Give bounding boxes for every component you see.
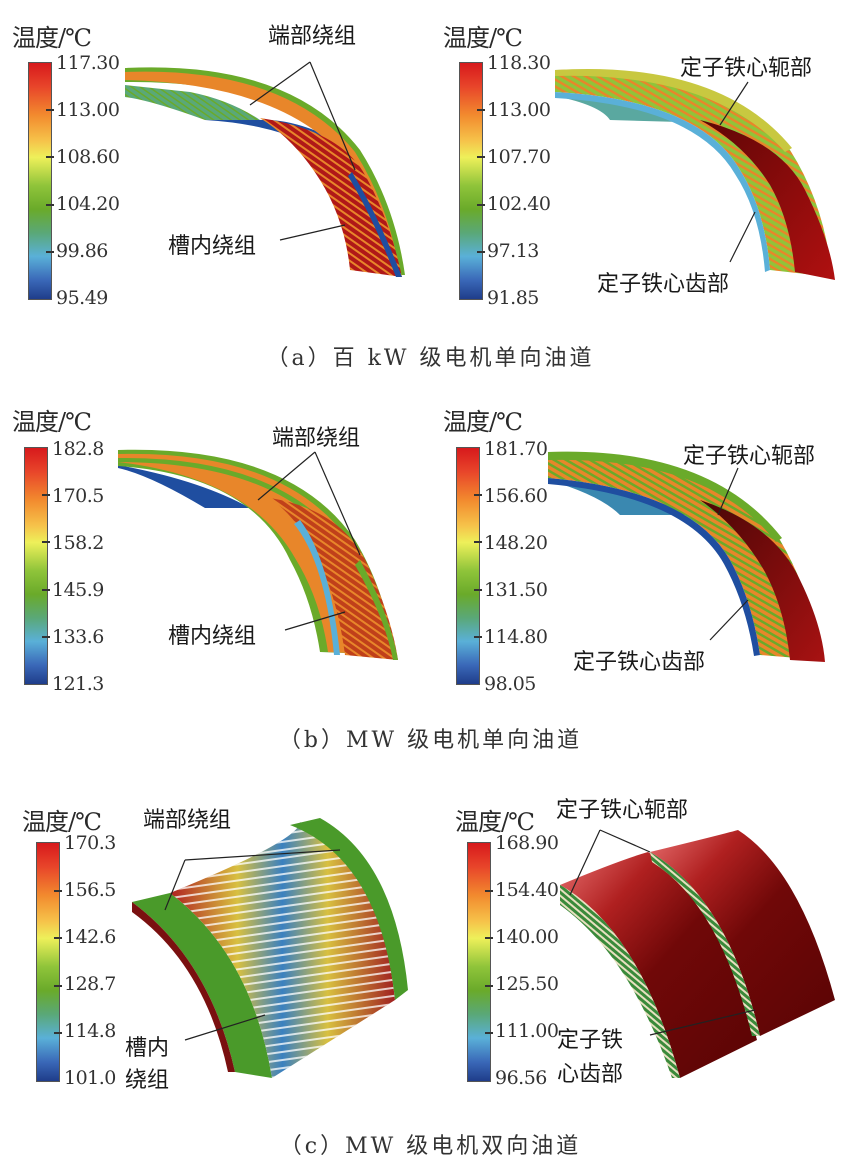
colorbar-tick-mark xyxy=(54,937,62,940)
colorbar-tick-mark xyxy=(46,250,54,253)
colorbar-tick-mark xyxy=(54,984,62,987)
colorbar-tick-mark xyxy=(477,156,485,159)
colorbar-tick-mark xyxy=(42,494,50,497)
colorbar-tick: 114.80 xyxy=(484,626,548,648)
colorbar-tick: 168.90 xyxy=(495,832,559,854)
colorbar-tick: 145.9 xyxy=(52,579,104,601)
colorbar-tick: 107.70 xyxy=(487,146,551,168)
colorbar-tick-mark xyxy=(46,156,54,159)
colorbar xyxy=(456,447,480,685)
annotation-stator-yoke: 定子铁心轭部 xyxy=(556,798,689,823)
colorbar-title: 温度/℃ xyxy=(12,24,92,52)
colorbar xyxy=(467,842,491,1082)
colorbar-tick-mark xyxy=(474,541,482,544)
colorbar-tick-mark xyxy=(477,109,485,112)
colorbar-tick: 118.30 xyxy=(487,52,551,74)
colorbar-tick: 108.60 xyxy=(56,146,120,168)
colorbar-tick-mark xyxy=(485,889,493,892)
colorbar-title: 温度/℃ xyxy=(455,808,535,836)
colorbar-tick-mark xyxy=(42,635,50,638)
colorbar-tick: 95.49 xyxy=(56,287,108,309)
colorbar-tick: 91.85 xyxy=(487,287,539,309)
colorbar-tick: 148.20 xyxy=(484,532,548,554)
colorbar-tick-mark xyxy=(477,203,485,206)
colorbar-tick: 98.05 xyxy=(484,673,536,695)
colorbar-tick: 182.8 xyxy=(52,438,104,460)
colorbar-tick: 111.00 xyxy=(495,1020,559,1042)
annotation-stator-teeth: 定子铁心齿部 xyxy=(573,650,706,675)
colorbar-tick-mark xyxy=(474,635,482,638)
annotation-end-winding: 端部绕组 xyxy=(143,808,232,833)
colorbar-tick-mark xyxy=(474,494,482,497)
annotation-stator-yoke: 定子铁心轭部 xyxy=(683,444,816,469)
caption-a: （a）百 kW 级电机单向油道 xyxy=(266,346,595,371)
colorbar-tick: 158.2 xyxy=(52,532,104,554)
caption-c: （c）MW 级电机双向油道 xyxy=(279,1134,582,1159)
colorbar xyxy=(24,447,48,685)
colorbar-tick: 181.70 xyxy=(484,438,548,460)
colorbar-tick-mark xyxy=(485,937,493,940)
colorbar-tick: 114.8 xyxy=(64,1020,116,1042)
colorbar-tick: 97.13 xyxy=(487,240,539,262)
colorbar-tick: 117.30 xyxy=(56,52,120,74)
annotation-stator-teeth-line2: 心齿部 xyxy=(557,1062,624,1087)
annotation-end-winding: 端部绕组 xyxy=(272,426,361,451)
colorbar-title: 温度/℃ xyxy=(443,24,523,52)
colorbar-tick: 156.60 xyxy=(484,485,548,507)
colorbar xyxy=(36,842,60,1082)
annotation-slot-winding: 槽内绕组 xyxy=(168,624,257,649)
annotation-stator-yoke: 定子铁心轭部 xyxy=(680,56,813,81)
colorbar-tick: 170.3 xyxy=(64,832,116,854)
colorbar-tick: 96.56 xyxy=(495,1067,547,1089)
colorbar-tick-mark xyxy=(485,984,493,987)
colorbar-tick-mark xyxy=(46,109,54,112)
colorbar-title: 温度/℃ xyxy=(12,408,92,436)
colorbar-tick: 154.40 xyxy=(495,879,559,901)
colorbar-tick-mark xyxy=(54,1032,62,1035)
colorbar-tick: 140.00 xyxy=(495,926,559,948)
colorbar-tick: 99.86 xyxy=(56,240,108,262)
colorbar-tick-mark xyxy=(46,203,54,206)
colorbar-tick-mark xyxy=(474,588,482,591)
colorbar-tick-mark xyxy=(54,889,62,892)
colorbar xyxy=(28,62,52,300)
caption-b: （b）MW 级电机单向油道 xyxy=(278,728,583,753)
colorbar-tick: 133.6 xyxy=(52,626,104,648)
colorbar-tick: 121.3 xyxy=(52,673,104,695)
annotation-slot-winding: 槽内绕组 xyxy=(168,234,257,259)
annotation-slot-winding-line1: 槽内 xyxy=(125,1036,170,1061)
colorbar-tick: 113.00 xyxy=(487,99,551,121)
colorbar-tick-mark xyxy=(485,1032,493,1035)
colorbar-tick: 170.5 xyxy=(52,485,104,507)
colorbar-tick-mark xyxy=(477,250,485,253)
annotation-stator-teeth: 定子铁心齿部 xyxy=(597,272,730,297)
colorbar-tick: 142.6 xyxy=(64,926,116,948)
colorbar-tick: 156.5 xyxy=(64,879,116,901)
annotation-stator-teeth-line1: 定子铁 xyxy=(557,1028,624,1053)
colorbar-tick-mark xyxy=(42,541,50,544)
colorbar-title: 温度/℃ xyxy=(443,408,523,436)
colorbar-tick-mark xyxy=(42,588,50,591)
colorbar-tick: 101.0 xyxy=(64,1067,116,1089)
colorbar-tick: 131.50 xyxy=(484,579,548,601)
annotation-slot-winding-line2: 绕组 xyxy=(125,1068,170,1093)
colorbar-tick: 125.50 xyxy=(495,973,559,995)
colorbar-tick: 113.00 xyxy=(56,99,120,121)
annotation-end-winding: 端部绕组 xyxy=(268,24,357,49)
colorbar xyxy=(459,62,483,300)
colorbar-title: 温度/℃ xyxy=(22,808,102,836)
colorbar-tick: 128.7 xyxy=(64,973,116,995)
colorbar-tick: 102.40 xyxy=(487,193,551,215)
colorbar-tick: 104.20 xyxy=(56,193,120,215)
